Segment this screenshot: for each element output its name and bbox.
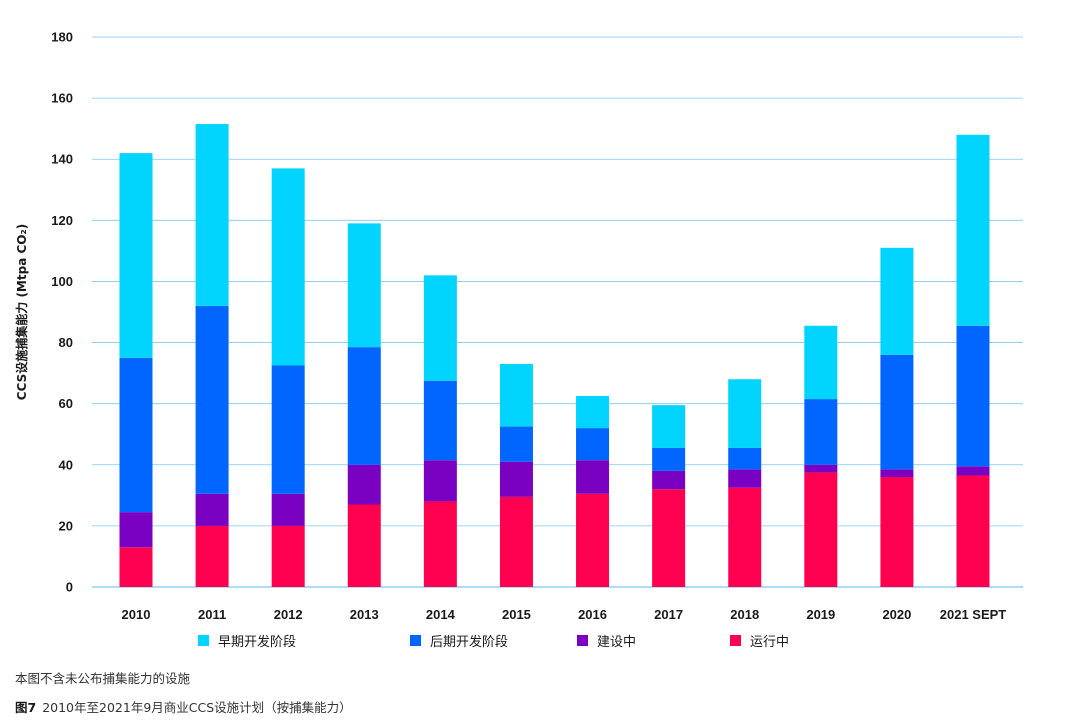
bar-segment (652, 470, 686, 490)
bar-segment (576, 428, 610, 461)
bar-segment (271, 168, 305, 366)
bar-segment (728, 379, 762, 448)
bar-segment (880, 354, 914, 470)
legend-item-early: 早期开发阶段 (198, 631, 296, 650)
bars (119, 124, 990, 587)
y-tick-label: 40 (59, 457, 73, 472)
figure-caption: 图7 2010年至2021年9月商业CCS设施计划（按捕集能力） (15, 697, 352, 716)
y-tick-label: 160 (51, 91, 73, 106)
x-tick-label: 2014 (426, 607, 456, 622)
bar-segment (956, 475, 990, 587)
legend-swatch-construction (577, 635, 588, 646)
bar-segment (652, 489, 686, 587)
legend: 早期开发阶段 后期开发阶段 建设中 运行中 (0, 631, 1067, 651)
bar-segment (728, 487, 762, 587)
chart-note: 本图不含未公布捕集能力的设施 (15, 671, 191, 686)
bar-segment (195, 525, 229, 587)
bar-segment (195, 493, 229, 526)
x-tick-label: 2021 SEPT (940, 607, 1007, 622)
bar-segment (499, 363, 533, 427)
x-tick-label: 2017 (654, 607, 683, 622)
bar-segment (347, 347, 381, 465)
bar-segment (195, 305, 229, 494)
bar-segment (576, 493, 610, 587)
bar-segment (880, 247, 914, 355)
bar-segment (347, 223, 381, 348)
legend-swatch-operating (730, 635, 741, 646)
bar-segment (652, 405, 686, 448)
bar-segment (423, 380, 457, 461)
legend-label-late: 后期开发阶段 (430, 635, 509, 650)
bar-segment (271, 493, 305, 526)
y-tick-label: 120 (51, 213, 73, 228)
x-axis-ticks: 2010 2011 2012 2013 2014 2015 2016 2017 2018 2019… (122, 607, 1007, 622)
bar-segment (423, 275, 457, 381)
bar-segment (728, 469, 762, 488)
y-axis-label: CCS设施捕集能力 (Mtpa CO₂) (14, 224, 29, 400)
bar-segment (347, 504, 381, 587)
bar-segment (423, 460, 457, 502)
legend-swatch-late (410, 635, 421, 646)
bar-segment (576, 460, 610, 494)
bar-segment (499, 426, 533, 462)
bar-segment (195, 124, 229, 306)
y-tick-label: 180 (51, 30, 73, 45)
y-tick-label: 60 (59, 396, 73, 411)
x-tick-label: 2013 (350, 607, 379, 622)
bar-segment (804, 399, 838, 465)
bar-segment (956, 325, 990, 467)
legend-item-late: 后期开发阶段 (410, 631, 508, 650)
bar-segment (119, 153, 153, 358)
figure-number: 图7 (15, 700, 37, 715)
x-tick-label: 2012 (274, 607, 303, 622)
bar-segment (347, 464, 381, 505)
bar-segment (119, 547, 153, 587)
legend-label-early: 早期开发阶段 (218, 635, 297, 650)
x-tick-label: 2015 (502, 607, 531, 622)
bar-segment (804, 464, 838, 473)
bar-segment (119, 357, 153, 513)
bar-segment (499, 496, 533, 587)
x-tick-label: 2016 (578, 607, 607, 622)
y-tick-label: 140 (51, 152, 73, 167)
bar-segment (880, 469, 914, 477)
grid-lines (92, 36, 1023, 588)
legend-item-operating: 运行中 (730, 631, 789, 650)
y-tick-label: 20 (59, 518, 73, 533)
legend-item-construction: 建设中 (577, 631, 636, 650)
bar-segment (423, 501, 457, 587)
x-tick-label: 2020 (882, 607, 911, 622)
bar-segment (652, 447, 686, 471)
bar-segment (804, 472, 838, 587)
bar-segment (271, 365, 305, 494)
y-tick-label: 0 (66, 580, 73, 595)
bar-segment (804, 325, 838, 400)
y-tick-label: 80 (59, 335, 73, 350)
x-tick-label: 2010 (122, 607, 151, 622)
legend-label-construction: 建设中 (597, 635, 637, 650)
bar-segment (119, 512, 153, 548)
x-tick-label: 2019 (806, 607, 835, 622)
bar-segment (956, 466, 990, 476)
bar-segment (271, 525, 305, 587)
legend-label-operating: 运行中 (750, 635, 790, 650)
bar-segment (880, 477, 914, 587)
bar-segment (576, 396, 610, 429)
y-axis-ticks: 0 20 40 60 80 100 120 140 160 180 (51, 30, 73, 595)
bar-segment (956, 134, 990, 326)
x-tick-label: 2018 (730, 607, 759, 622)
y-tick-label: 100 (51, 274, 73, 289)
figure-caption-text: 2010年至2021年9月商业CCS设施计划（按捕集能力） (42, 700, 352, 715)
legend-swatch-early (198, 635, 209, 646)
bar-segment (499, 461, 533, 497)
bar-segment (728, 447, 762, 470)
x-tick-label: 2011 (198, 607, 226, 622)
